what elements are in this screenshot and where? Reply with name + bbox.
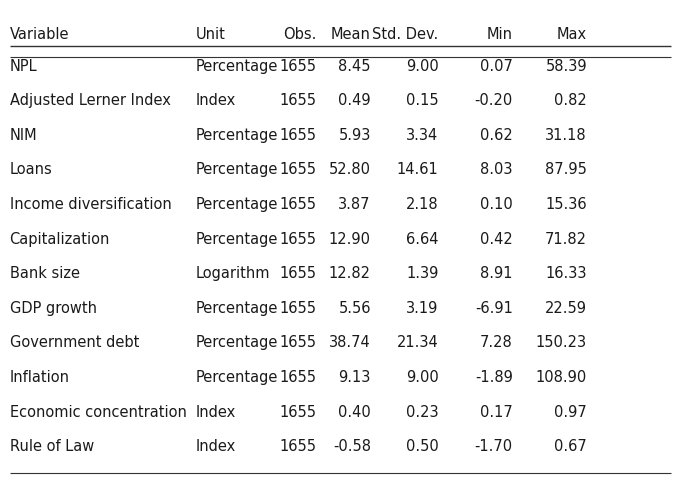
Text: 16.33: 16.33: [545, 266, 587, 281]
Text: Loans: Loans: [10, 162, 52, 177]
Text: -0.20: -0.20: [475, 93, 513, 108]
Text: Inflation: Inflation: [10, 370, 69, 385]
Text: Mean: Mean: [331, 27, 371, 41]
Text: 1655: 1655: [280, 232, 317, 247]
Text: 9.00: 9.00: [406, 59, 439, 74]
Text: Std. Dev.: Std. Dev.: [373, 27, 439, 41]
Text: 1655: 1655: [280, 162, 317, 177]
Text: 150.23: 150.23: [536, 335, 587, 350]
Text: 0.62: 0.62: [480, 128, 513, 143]
Text: Economic concentration: Economic concentration: [10, 405, 187, 419]
Text: 1655: 1655: [280, 301, 317, 316]
Text: 6.64: 6.64: [406, 232, 439, 247]
Text: 71.82: 71.82: [545, 232, 587, 247]
Text: 87.95: 87.95: [545, 162, 587, 177]
Text: 108.90: 108.90: [536, 370, 587, 385]
Text: 38.74: 38.74: [329, 335, 371, 350]
Text: 5.93: 5.93: [338, 128, 371, 143]
Text: Variable: Variable: [10, 27, 69, 41]
Text: GDP growth: GDP growth: [10, 301, 97, 316]
Text: 31.18: 31.18: [545, 128, 587, 143]
Text: Max: Max: [557, 27, 587, 41]
Text: 8.03: 8.03: [480, 162, 513, 177]
Text: 8.45: 8.45: [338, 59, 371, 74]
Text: Unit: Unit: [195, 27, 225, 41]
Text: 1655: 1655: [280, 59, 317, 74]
Text: 0.15: 0.15: [406, 93, 439, 108]
Text: 12.82: 12.82: [329, 266, 371, 281]
Text: 1655: 1655: [280, 128, 317, 143]
Text: Percentage: Percentage: [195, 128, 278, 143]
Text: Percentage: Percentage: [195, 197, 278, 212]
Text: -0.58: -0.58: [333, 439, 371, 454]
Text: Index: Index: [195, 405, 236, 419]
Text: 0.67: 0.67: [554, 439, 587, 454]
Text: 1655: 1655: [280, 439, 317, 454]
Text: -1.70: -1.70: [475, 439, 513, 454]
Text: Percentage: Percentage: [195, 232, 278, 247]
Text: Bank size: Bank size: [10, 266, 80, 281]
Text: Capitalization: Capitalization: [10, 232, 110, 247]
Text: 5.56: 5.56: [338, 301, 371, 316]
Text: 1655: 1655: [280, 405, 317, 419]
Text: 14.61: 14.61: [397, 162, 439, 177]
Text: 0.42: 0.42: [480, 232, 513, 247]
Text: 1655: 1655: [280, 266, 317, 281]
Text: Obs.: Obs.: [283, 27, 317, 41]
Text: NIM: NIM: [10, 128, 37, 143]
Text: 0.82: 0.82: [554, 93, 587, 108]
Text: 12.90: 12.90: [329, 232, 371, 247]
Text: 22.59: 22.59: [545, 301, 587, 316]
Text: Percentage: Percentage: [195, 59, 278, 74]
Text: 3.87: 3.87: [338, 197, 371, 212]
Text: Adjusted Lerner Index: Adjusted Lerner Index: [10, 93, 170, 108]
Text: Index: Index: [195, 439, 236, 454]
Text: Percentage: Percentage: [195, 335, 278, 350]
Text: 0.50: 0.50: [406, 439, 439, 454]
Text: 1.39: 1.39: [406, 266, 439, 281]
Text: -1.89: -1.89: [475, 370, 513, 385]
Text: 58.39: 58.39: [545, 59, 587, 74]
Text: 15.36: 15.36: [545, 197, 587, 212]
Text: 8.91: 8.91: [480, 266, 513, 281]
Text: 0.17: 0.17: [480, 405, 513, 419]
Text: 9.00: 9.00: [406, 370, 439, 385]
Text: 0.40: 0.40: [338, 405, 371, 419]
Text: 1655: 1655: [280, 370, 317, 385]
Text: 0.10: 0.10: [480, 197, 513, 212]
Text: 21.34: 21.34: [397, 335, 439, 350]
Text: Percentage: Percentage: [195, 162, 278, 177]
Text: 3.34: 3.34: [406, 128, 439, 143]
Text: 7.28: 7.28: [480, 335, 513, 350]
Text: Logarithm: Logarithm: [195, 266, 270, 281]
Text: 0.23: 0.23: [406, 405, 439, 419]
Text: Min: Min: [487, 27, 513, 41]
Text: Rule of Law: Rule of Law: [10, 439, 94, 454]
Text: 0.07: 0.07: [480, 59, 513, 74]
Text: 0.49: 0.49: [338, 93, 371, 108]
Text: 1655: 1655: [280, 335, 317, 350]
Text: 52.80: 52.80: [329, 162, 371, 177]
Text: 9.13: 9.13: [338, 370, 371, 385]
Text: Percentage: Percentage: [195, 370, 278, 385]
Text: NPL: NPL: [10, 59, 37, 74]
Text: Index: Index: [195, 93, 236, 108]
Text: 3.19: 3.19: [406, 301, 439, 316]
Text: Percentage: Percentage: [195, 301, 278, 316]
Text: Government debt: Government debt: [10, 335, 139, 350]
Text: 1655: 1655: [280, 197, 317, 212]
Text: -6.91: -6.91: [475, 301, 513, 316]
Text: 0.97: 0.97: [554, 405, 587, 419]
Text: Income diversification: Income diversification: [10, 197, 172, 212]
Text: 2.18: 2.18: [406, 197, 439, 212]
Text: 1655: 1655: [280, 93, 317, 108]
